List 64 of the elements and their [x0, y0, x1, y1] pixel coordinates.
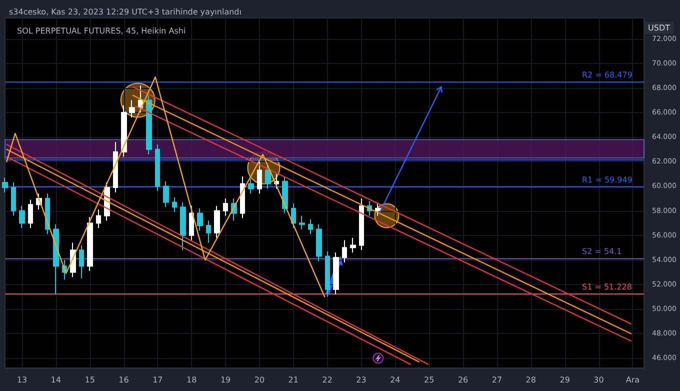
candlestick [308, 218, 313, 235]
candlestick [325, 250, 330, 298]
candlestick [87, 216, 93, 272]
x-tick-label: 16 [118, 376, 129, 384]
x-tick-label: 28 [526, 376, 536, 384]
x-tick-label: 15 [84, 376, 95, 384]
x-tick-label: 30 [594, 376, 604, 384]
x-tick-label: 23 [356, 376, 366, 384]
candlestick [121, 104, 127, 158]
candlestick [28, 199, 33, 228]
x-tick-label: 27 [492, 376, 502, 384]
x-tick-label: 19 [220, 376, 231, 384]
candlestick [19, 205, 25, 228]
x-tick-label: 21 [288, 376, 298, 384]
candlestick [316, 224, 322, 262]
candlestick [180, 202, 186, 251]
text: s34cesko, Kas 23, 2023 12:29 UTC+3 tarihinde yayınlandı [9, 8, 242, 16]
text: SOL PERPETUAL FUTURES, 45, Heikin Ashi [17, 26, 186, 36]
candlestick [146, 94, 152, 155]
candlestick [333, 252, 339, 295]
x-tick-label: 18 [186, 376, 197, 384]
x-tick-label: 24 [390, 376, 400, 384]
candlestick [138, 85, 143, 114]
candlestick [96, 209, 101, 228]
candlestick [113, 142, 118, 193]
candlestick [206, 220, 211, 244]
candlestick [53, 224, 59, 295]
candlestick [172, 196, 177, 213]
candlestick [342, 240, 347, 263]
candlestick [291, 202, 296, 228]
x-tick-label: 22 [322, 376, 332, 384]
y-axis-title: USDT [648, 24, 670, 32]
candlestick [359, 198, 364, 251]
candlestick [240, 176, 245, 219]
x-tick-label: 26 [458, 376, 468, 384]
candlestick [214, 205, 220, 238]
x-tick-label: 13 [16, 376, 28, 384]
candlestick [197, 208, 203, 231]
candlestick [11, 182, 16, 216]
line-series [6, 76, 326, 298]
candlestick [282, 176, 288, 214]
x-tick-label: Ara [626, 376, 640, 384]
candlestick [79, 244, 84, 279]
candlestick [257, 161, 262, 194]
x-tick-label: 25 [424, 376, 434, 384]
ref-line-label: S2 = 54.1 [582, 247, 622, 256]
candlestick [350, 237, 356, 254]
ref-line-label: S1 = 51.228 [582, 282, 632, 292]
candlestick [299, 215, 305, 230]
candlestick [223, 198, 228, 216]
candlestick [163, 180, 169, 208]
candlestick [248, 178, 254, 194]
x-tick-label: 20 [254, 376, 265, 384]
x-tick-label: 14 [50, 376, 61, 384]
candlestick [189, 205, 194, 241]
candlestick [265, 164, 271, 190]
candlestick [2, 177, 8, 193]
candlestick [375, 202, 381, 216]
x-tick-label: 29 [560, 376, 570, 384]
x-tick-label: 17 [152, 376, 163, 384]
ref-line-label: R2 = 68.479 [582, 70, 632, 80]
ref-line-label: R1 = 59.949 [582, 175, 632, 184]
candlestick [155, 144, 160, 192]
candlestick [129, 100, 135, 118]
